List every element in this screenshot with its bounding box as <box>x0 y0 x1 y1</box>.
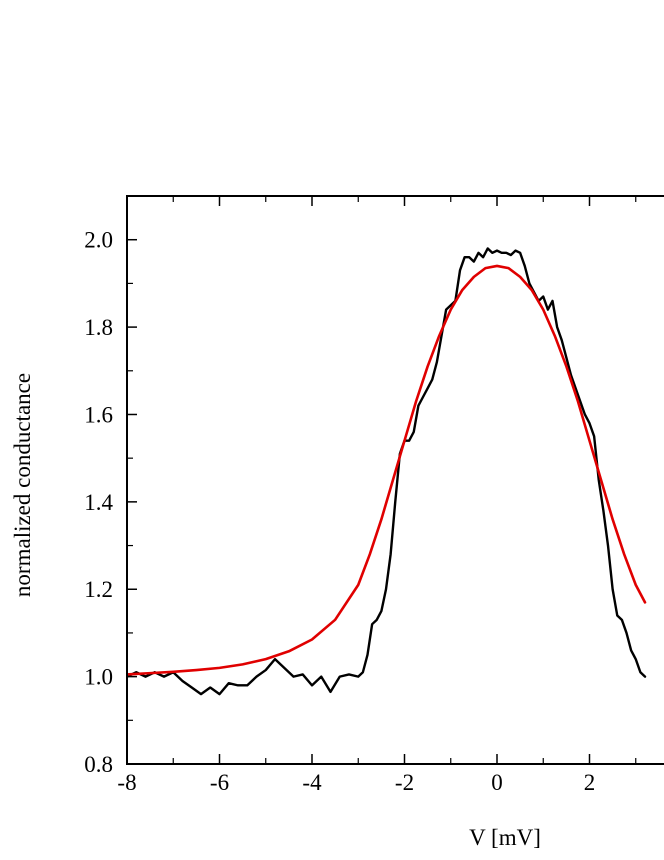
ticks-layer <box>126 196 637 765</box>
fit-conductance-line <box>127 264 647 676</box>
y-tick-label: 1.0 <box>84 665 113 690</box>
series-layer <box>127 247 647 696</box>
x-tick-label: 2 <box>584 770 596 795</box>
x-tick-label: -6 <box>210 770 229 795</box>
x-tick-label: -2 <box>395 770 414 795</box>
y-tick-label: 1.2 <box>84 577 113 602</box>
y-tick-label: 1.6 <box>84 402 113 427</box>
y-axis-title: normalized conductance <box>10 373 35 597</box>
y-tick-label: 2.0 <box>84 228 113 253</box>
x-tick-label: 0 <box>491 770 503 795</box>
measured-conductance-line <box>127 247 647 696</box>
y-tick-label: 0.8 <box>84 752 113 777</box>
plot-frame <box>126 195 664 765</box>
y-tick-label: 1.8 <box>84 315 113 340</box>
x-tick-label: -8 <box>117 770 136 795</box>
x-tick-label: -4 <box>302 770 322 795</box>
y-tick-label: 1.4 <box>84 490 113 515</box>
x-axis-title: V [mV] <box>469 825 541 850</box>
labels-layer: -8 -6 -4 -2 0 2 0.8 1.0 1.2 1.4 1.6 1.8 2.0 <box>84 228 595 795</box>
